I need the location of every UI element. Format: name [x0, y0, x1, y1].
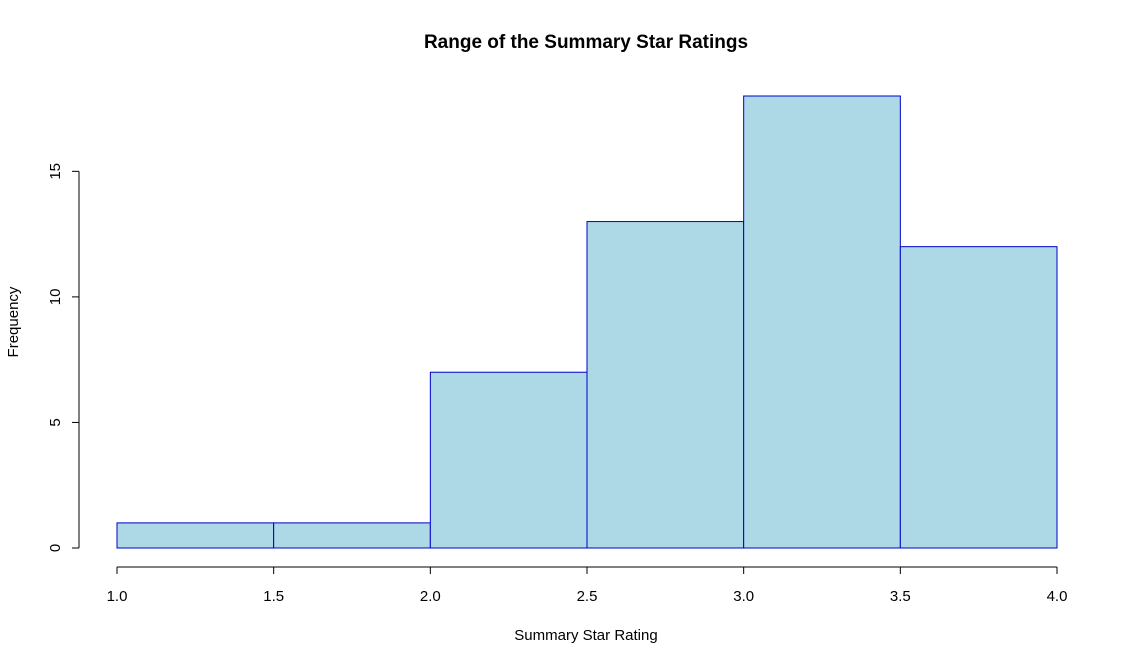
y-tick-label: 0 [47, 544, 64, 552]
x-tick-label: 4.0 [1047, 588, 1068, 605]
bars-group [116, 95, 1058, 549]
y-tick-label: 10 [47, 289, 64, 306]
histogram-bar-6 [899, 246, 1058, 549]
y-tick-label: 5 [47, 418, 64, 426]
x-axis-label: Summary Star Rating [514, 627, 657, 644]
y-axis: 0 5 10 15 [47, 163, 80, 552]
x-axis: 1.0 1.5 2.0 2.5 3.0 3.5 4.0 [107, 566, 1068, 605]
x-tick-label: 1.0 [107, 588, 128, 605]
x-tick-label: 1.5 [263, 588, 284, 605]
histogram-bar-1 [116, 522, 275, 549]
histogram-bar-3 [429, 371, 588, 549]
y-axis-label: Frequency [5, 286, 22, 357]
histogram-bar-5 [743, 95, 901, 549]
chart-title: Range of the Summary Star Ratings [424, 32, 748, 53]
x-tick-label: 3.0 [733, 588, 754, 605]
x-tick-label: 3.5 [890, 588, 911, 605]
histogram-bar-2 [273, 522, 431, 549]
y-tick-label: 15 [47, 163, 64, 180]
histogram-bar-4 [586, 221, 745, 549]
x-tick-label: 2.0 [420, 588, 441, 605]
x-tick-label: 2.5 [577, 588, 598, 605]
